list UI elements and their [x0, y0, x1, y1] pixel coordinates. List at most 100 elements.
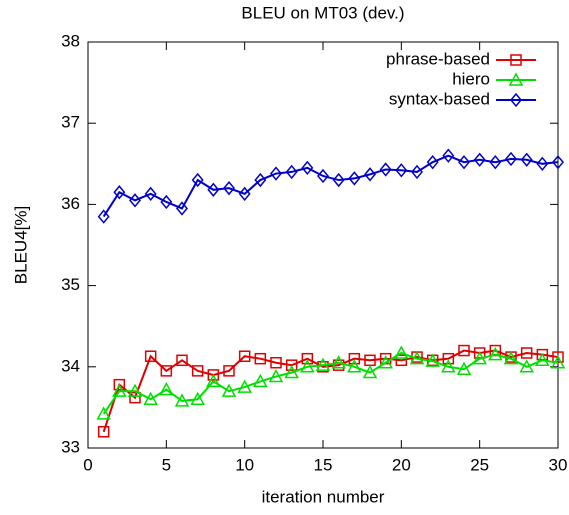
marker: [174, 393, 190, 407]
marker: [508, 72, 524, 86]
x-tick-label: 30: [549, 455, 568, 474]
marker: [223, 180, 235, 196]
x-tick-label: 5: [162, 455, 171, 474]
marker: [520, 152, 533, 167]
marker: [206, 373, 221, 388]
series-line: [102, 154, 559, 218]
y-tick-label: 35: [61, 275, 80, 294]
marker: [489, 155, 502, 170]
marker: [129, 391, 141, 404]
marker: [364, 167, 376, 182]
marker: [285, 359, 298, 371]
marker: [473, 152, 486, 167]
marker: [254, 352, 267, 365]
marker: [254, 172, 267, 188]
marker: [97, 426, 110, 438]
marker: [129, 193, 141, 208]
legend-label: syntax-based: [389, 89, 490, 108]
y-tick-label: 38: [61, 31, 80, 50]
series-line: [102, 349, 559, 433]
marker: [176, 354, 188, 367]
chart-title: BLEU on MT03 (dev.): [241, 3, 404, 22]
y-tick-label: 36: [61, 194, 80, 213]
marker: [378, 355, 393, 369]
marker: [426, 155, 439, 170]
marker: [113, 378, 126, 391]
marker: [144, 350, 157, 362]
marker: [395, 354, 408, 367]
marker: [315, 357, 331, 371]
marker: [458, 344, 470, 357]
marker: [238, 186, 251, 202]
marker: [510, 92, 522, 108]
marker: [300, 359, 315, 373]
marker: [160, 194, 173, 210]
x-tick-label: 15: [314, 455, 333, 474]
marker: [127, 383, 143, 397]
marker: [379, 162, 392, 177]
marker: [503, 351, 519, 365]
marker: [301, 160, 314, 176]
marker: [331, 355, 346, 369]
marker: [284, 364, 299, 379]
marker: [347, 359, 362, 373]
marker: [441, 359, 456, 373]
marker: [159, 381, 174, 396]
marker: [97, 209, 110, 224]
marker: [223, 365, 235, 377]
x-tick-label: 10: [235, 455, 254, 474]
marker: [536, 156, 549, 171]
marker: [238, 350, 251, 362]
marker: [237, 379, 252, 393]
y-tick-label: 34: [61, 356, 80, 375]
y-tick-label: 37: [61, 113, 80, 132]
marker: [472, 351, 487, 365]
marker: [96, 406, 111, 420]
marker: [112, 383, 127, 397]
marker: [144, 186, 157, 202]
marker: [143, 391, 158, 406]
marker: [348, 352, 361, 365]
marker: [113, 185, 126, 200]
marker: [519, 359, 534, 373]
marker: [550, 355, 566, 369]
marker: [425, 353, 440, 367]
marker: [191, 172, 204, 188]
marker: [301, 352, 314, 365]
marker: [160, 365, 173, 377]
marker: [442, 148, 455, 163]
marker: [207, 369, 220, 381]
marker: [270, 166, 282, 181]
x-tick-label: 20: [392, 455, 411, 474]
marker: [409, 351, 425, 365]
legend-label: phrase-based: [386, 49, 490, 68]
marker: [411, 164, 423, 180]
marker: [191, 365, 204, 377]
marker: [552, 155, 564, 170]
marker: [395, 163, 408, 178]
marker: [221, 383, 237, 397]
marker: [332, 172, 345, 188]
marker: [270, 356, 282, 369]
marker: [442, 352, 455, 365]
y-tick-label: 33: [61, 437, 80, 456]
marker: [348, 171, 361, 186]
legend-label: hiero: [452, 69, 490, 88]
marker: [190, 391, 205, 406]
marker: [456, 361, 472, 375]
marker: [535, 352, 550, 367]
x-tick-label: 0: [83, 455, 92, 474]
marker: [207, 182, 220, 197]
marker: [285, 164, 298, 180]
y-axis-label: BLEU4[%]: [11, 206, 30, 284]
x-axis-label: iteration number: [262, 487, 385, 506]
marker: [394, 345, 409, 359]
marker: [362, 364, 378, 379]
marker: [510, 54, 522, 66]
marker: [520, 347, 533, 359]
marker: [253, 373, 268, 388]
marker: [317, 168, 329, 184]
marker: [458, 155, 470, 170]
marker: [176, 201, 188, 216]
